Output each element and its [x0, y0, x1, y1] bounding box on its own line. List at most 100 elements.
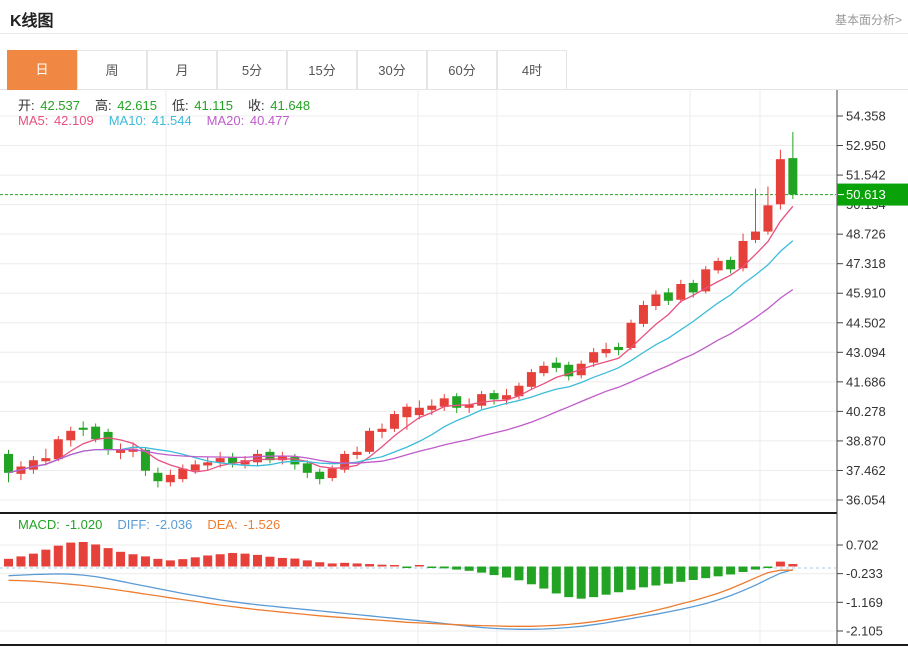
ma-row: MA5: 42.109 MA10: 41.544 MA20: 40.477	[18, 113, 305, 128]
panel-separator	[0, 512, 837, 514]
ohlc-open: 开: 42.537	[18, 98, 80, 113]
candle-body	[713, 260, 723, 271]
macd-histogram-bar	[389, 565, 399, 567]
macd-histogram-bar	[103, 548, 113, 567]
macd-histogram-bar	[290, 558, 300, 567]
axis-label: 47.318	[846, 256, 886, 271]
candle-body	[91, 426, 101, 440]
macd-histogram-bar	[601, 566, 611, 595]
macd-histogram-bar	[726, 566, 736, 575]
interval-tabbar: 日周月 5分 15分 30分 60分 4时	[0, 50, 908, 90]
ohlc-low: 低: 41.115	[172, 98, 234, 113]
macd-histogram-bar	[228, 553, 238, 567]
tab-day[interactable]: 日	[7, 50, 77, 90]
macd-histogram-bar	[377, 564, 387, 567]
macd-histogram-bar	[514, 566, 524, 581]
tab-15min[interactable]: 15分	[287, 50, 357, 90]
macd-diff: DIFF: -2.036	[117, 517, 193, 532]
macd-histogram-bar	[738, 566, 748, 573]
macd-macd: MACD: -1.020	[18, 517, 103, 532]
axis-label: 41.686	[846, 374, 886, 389]
ma-ma10: MA10: 41.544	[108, 113, 192, 128]
candle-body	[153, 472, 163, 482]
ohlc-close: 收: 41.648	[248, 98, 311, 113]
macd-histogram-bar	[4, 558, 13, 567]
macd-histogram-bar	[489, 566, 499, 576]
candle-body	[738, 240, 748, 269]
candle-body	[116, 449, 126, 453]
macd-histogram-bar	[327, 563, 337, 567]
macd-histogram-bar	[340, 562, 350, 567]
candle-body	[277, 456, 287, 461]
macd-histogram-bar	[589, 566, 599, 598]
macd-row: MACD: -1.020 DIFF: -2.036 DEA: -1.526	[18, 517, 295, 532]
macd-histogram-bar	[763, 566, 773, 569]
candle-body	[340, 453, 350, 470]
candle-body	[103, 431, 113, 450]
axis-label: 40.278	[846, 404, 886, 419]
candle-body	[352, 451, 362, 455]
candle-body	[788, 158, 798, 195]
axis-label: 48.726	[846, 227, 886, 242]
candle-body	[315, 471, 325, 480]
tab-month[interactable]: 月	[147, 50, 217, 90]
candle-body	[427, 405, 437, 410]
axis-label: 51.542	[846, 168, 886, 183]
macd-histogram-bar	[576, 566, 586, 599]
macd-histogram-bar	[66, 542, 76, 567]
macd-histogram-bar	[464, 566, 474, 571]
macd-histogram-bar	[190, 557, 200, 567]
axis-label: -1.169	[846, 595, 883, 610]
ma-ma20: MA20: 40.477	[206, 113, 290, 128]
macd-histogram-bar	[140, 556, 150, 567]
macd-histogram-bar	[626, 566, 636, 590]
ma20-line	[8, 288, 794, 474]
candle-body	[327, 468, 337, 479]
macd-histogram-bar	[153, 558, 163, 567]
last-price-badge	[837, 183, 908, 206]
last-price-label: 50.613	[846, 187, 886, 202]
candle-body	[688, 282, 698, 293]
macd-histogram-bar	[526, 566, 536, 585]
tab-4hour[interactable]: 4时	[497, 50, 567, 90]
macd-histogram-bar	[414, 565, 424, 567]
macd-histogram-bar	[315, 562, 325, 567]
ohlc-high: 高: 42.615	[95, 98, 157, 113]
macd-histogram-bar	[676, 566, 686, 582]
macd-histogram-bar	[78, 541, 88, 567]
fundamental-analysis-link[interactable]: 基本面分析>	[834, 13, 902, 27]
axis-label: 0.702	[846, 538, 879, 553]
axis-label: -0.233	[846, 566, 883, 581]
diff-line	[8, 568, 793, 630]
macd-histogram-bar	[614, 566, 624, 593]
ma-ma5: MA5: 42.109	[18, 113, 94, 128]
tab-30min[interactable]: 30分	[357, 50, 427, 90]
candle-body	[676, 284, 686, 300]
axis-label: 44.502	[846, 315, 886, 330]
page-header: K线图 基本面分析>	[0, 0, 908, 34]
candle-body	[663, 292, 673, 301]
candle-body	[726, 259, 736, 270]
candle-body	[165, 474, 175, 483]
candle-body	[452, 396, 462, 408]
axis-label: -2.105	[846, 624, 883, 639]
macd-histogram-bar	[663, 566, 673, 584]
candle-body	[178, 468, 188, 480]
macd-histogram-bar	[352, 563, 362, 567]
axis-label: 54.358	[846, 109, 886, 124]
macd-histogram-bar	[53, 545, 63, 567]
macd-histogram-bar	[265, 556, 275, 567]
macd-histogram-bar	[302, 560, 312, 567]
tab-week[interactable]: 周	[77, 50, 147, 90]
macd-dea: DEA: -1.526	[207, 517, 281, 532]
page-title: K线图	[10, 13, 54, 30]
tab-60min[interactable]: 60分	[427, 50, 497, 90]
candle-body	[128, 448, 138, 452]
candle-body	[53, 439, 63, 460]
tab-5min[interactable]: 5分	[217, 50, 287, 90]
macd-histogram-bar	[128, 554, 138, 567]
candle-body	[502, 395, 511, 400]
macd-histogram-bar	[551, 566, 561, 594]
macd-histogram-bar	[775, 561, 785, 567]
